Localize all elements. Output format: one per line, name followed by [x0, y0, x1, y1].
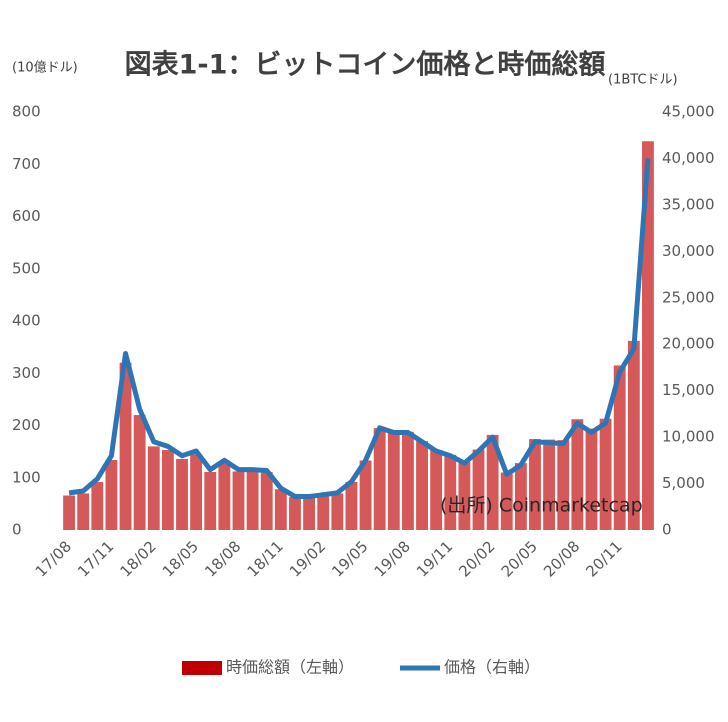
bar: [387, 432, 400, 530]
bar: [246, 471, 259, 530]
bar: [317, 495, 330, 530]
bar: [274, 489, 287, 530]
bar: [303, 497, 316, 530]
y2-axis-label: (1BTCドル): [608, 73, 678, 88]
bar: [218, 463, 231, 530]
bar: [147, 446, 160, 530]
y-tick-label: 0: [12, 521, 22, 539]
bar: [642, 141, 654, 530]
bar: [345, 481, 358, 530]
bar: [529, 439, 541, 530]
chart-title: 図表1-1：ビットコイン価格と時価総額: [125, 49, 606, 81]
y2-tick-label: 40,000: [662, 149, 715, 167]
y-tick-label: 200: [12, 416, 41, 434]
bar: [557, 440, 570, 530]
bar: [289, 497, 301, 530]
y2-tick-label: 0: [662, 521, 672, 539]
bar: [119, 362, 132, 530]
bar: [401, 431, 414, 530]
bar: [373, 428, 386, 530]
y2-tick-label: 45,000: [662, 103, 715, 121]
legend-label: 価格（右軸）: [444, 658, 540, 677]
bar: [232, 471, 245, 530]
bar: [63, 495, 75, 530]
bar: [133, 415, 146, 530]
bar: [585, 428, 598, 530]
bar: [444, 454, 457, 530]
bar: [77, 493, 90, 530]
bar: [599, 418, 612, 530]
bar: [416, 441, 428, 530]
bar: [613, 365, 626, 530]
bar: [571, 419, 584, 530]
bar: [260, 472, 273, 530]
y-tick-label: 800: [12, 103, 41, 121]
bar: [91, 481, 104, 530]
bar: [176, 458, 188, 530]
y-tick-label: 500: [12, 259, 41, 277]
y-tick-label: 700: [12, 155, 41, 173]
y2-tick-label: 20,000: [662, 335, 715, 353]
y2-tick-label: 30,000: [662, 242, 715, 260]
annotation: (出所) Coinmarketcap: [440, 495, 643, 517]
bar: [458, 462, 471, 530]
bar: [627, 340, 640, 530]
y2-tick-label: 15,000: [662, 381, 715, 399]
y-tick-label: 300: [12, 364, 41, 382]
bar: [204, 472, 217, 530]
bar: [500, 472, 513, 530]
price-line: [68, 158, 651, 500]
bar: [486, 434, 499, 530]
bar: [430, 450, 443, 530]
y-tick-label: 100: [12, 468, 41, 486]
bar: [543, 439, 556, 530]
y2-tick-label: 5,000: [662, 474, 705, 492]
y-tick-label: 400: [12, 312, 41, 330]
y2-tick-label: 25,000: [662, 288, 715, 306]
legend-swatch: [182, 661, 222, 675]
bar: [331, 493, 344, 530]
bar: [190, 454, 203, 530]
legend-label: 時価総額（左軸）: [226, 658, 354, 677]
y-tick-label: 600: [12, 207, 41, 225]
y-axis-label: (10億ドル): [12, 60, 78, 76]
y2-tick-label: 35,000: [662, 195, 715, 213]
bar: [514, 463, 527, 530]
bar: [105, 459, 118, 530]
bar: [359, 460, 372, 530]
y2-tick-label: 10,000: [662, 428, 715, 446]
bar: [472, 449, 485, 530]
bar: [161, 450, 174, 530]
